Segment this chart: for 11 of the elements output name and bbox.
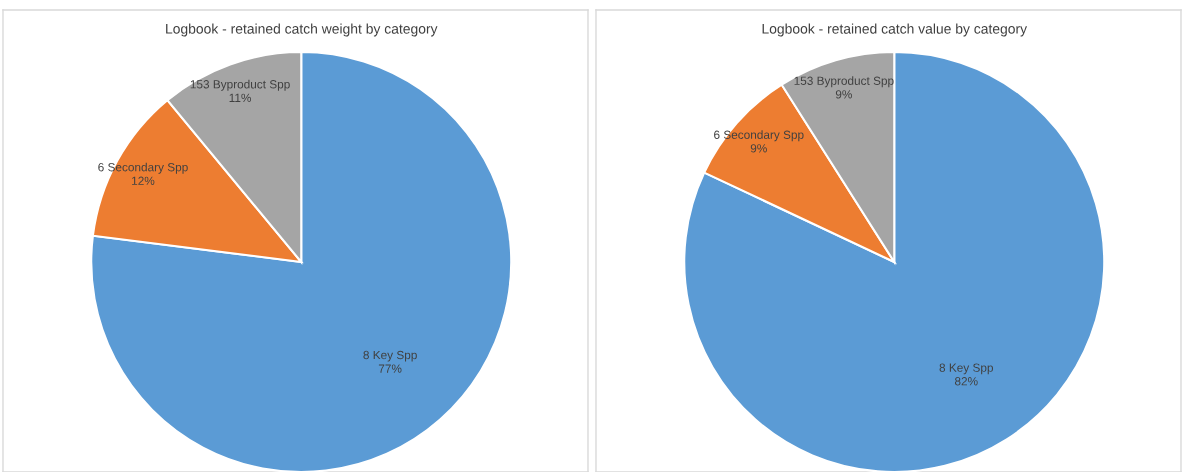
data-label: 82% (954, 377, 978, 386)
slice-label: 153 Byproduct Spp (190, 79, 290, 91)
slice-label: 8 Key Spp (363, 350, 417, 362)
data-label: 77% (378, 364, 402, 373)
data-label: 11% (229, 93, 252, 102)
slice-label: 8 Key Spp (939, 363, 993, 375)
data-label: 9% (835, 90, 852, 99)
chart-title: Logbook - retained catch value by category (762, 23, 1028, 37)
data-label: 12% (132, 176, 155, 185)
chart-title: Logbook - retained catch weight by category (166, 23, 438, 37)
data-label: 9% (750, 144, 767, 153)
